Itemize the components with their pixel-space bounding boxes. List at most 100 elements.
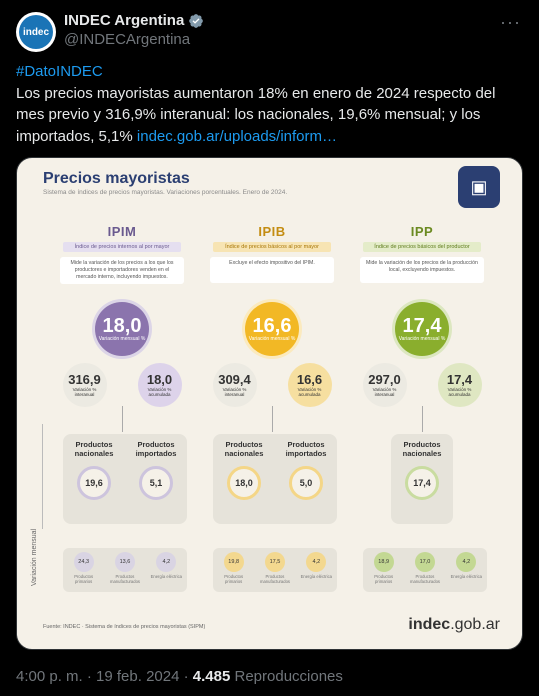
column-desc: Excluye el efecto impositivo del IPIM. [210,257,334,283]
product-label: Productos importados [285,440,327,458]
indec-logo: indec.gob.ar [408,616,500,634]
product-value: 19,6 [77,466,111,500]
column-desc-title: Índice de precios básicos al por mayor [213,242,331,252]
column-desc-title: Índice de precios básicos del productor [363,242,481,252]
breakdown-panel-ipp: 18,9 Productos primarios 17,0 Productos … [363,548,487,592]
yoy-value: 309,4 [218,371,251,387]
accum-circle: 16,6 Variación % acumulada [287,363,332,407]
side-divider [42,424,43,529]
product-importados: Productos importados 5,0 [275,434,337,500]
yoy-label: Variación % interanual [222,386,247,398]
breakdown-label: Productos primarios [74,574,94,584]
yoy-circle: 316,9 Variación % interanual [62,363,107,407]
product-label: Productos importados [135,440,177,458]
product-value: 18,0 [227,466,261,500]
product-value: 5,0 [289,466,323,500]
infographic-subtitle: Sistema de índices de precios mayoristas… [43,189,288,196]
accum-label: Variación % acumulada [147,386,172,398]
tweet-header: indec INDEC Argentina @INDECArgentina ··… [16,10,523,52]
column-desc-title: Índice de precios internos al por mayor [63,242,181,252]
column-desc: Mide la variación de los precios a los q… [60,257,184,284]
breakdown-item: 17,0 Productos manufacturados [408,552,442,584]
breakdown-item: 17,5 Productos manufacturados [258,552,292,584]
more-horizontal-icon[interactable]: ··· [500,12,521,32]
indec-report-icon: ▣ [458,166,500,208]
tweet-text: #DatoINDEC Los precios mayoristas aument… [16,61,521,147]
timestamp[interactable]: 4:00 p. m. · 19 feb. 2024 · [16,668,189,685]
breakdown-item: 13,6 Productos manufacturados [108,552,142,584]
monthly-circle: 17,4 Variación mensual % [392,299,452,359]
breakdown-panel-ipim: 24,3 Productos primarios 13,6 Productos … [63,548,187,592]
breakdown-label: Energía eléctrica [150,574,183,579]
breakdown-value: 13,6 [114,552,135,572]
display-name[interactable]: INDEC Argentina [64,12,185,29]
breakdown-value: 4,2 [456,552,477,572]
monthly-circle: 18,0 Variación mensual % [92,299,152,359]
tweet-url-link[interactable]: indec.gob.ar/uploads/inform… [136,127,338,145]
breakdown-item: 19,8 Productos primarios [217,552,251,584]
breakdown-item: 24,3 Productos primarios [67,552,101,584]
connector-line [122,406,123,432]
breakdown-label: Energía eléctrica [450,574,483,579]
breakdown-value: 19,8 [223,552,244,572]
verified-badge-icon[interactable] [188,13,204,29]
product-nacionales: Productos nacionales 19,6 [63,434,125,500]
handle[interactable]: @INDECArgentina [64,31,191,48]
accum-value: 17,4 [446,371,473,387]
breakdown-panel-ipib: 19,8 Productos primarios 17,5 Productos … [213,548,337,592]
avatar-logo: indec [19,15,53,49]
breakdown-label: Energía eléctrica [300,574,333,579]
products-panel-ipim: Productos nacionales 19,6 Productos impo… [63,434,187,524]
product-importados: Productos importados 5,1 [125,434,187,500]
column-title: IPP [410,224,434,239]
accum-circle: 18,0 Variación % acumulada [137,363,182,407]
yoy-value: 297,0 [368,371,401,387]
accum-label: Variación % acumulada [297,386,322,398]
views-count: 4.485 [192,668,231,685]
product-label: Productos nacionales [224,440,264,458]
breakdown-item: 4,2 Energía eléctrica [299,552,333,579]
yoy-label: Variación % interanual [72,386,97,398]
yoy-circle: 297,0 Variación % interanual [362,363,407,407]
monthly-label: Variación mensual % [248,336,296,342]
logo-suffix: .gob.ar [450,616,500,633]
tweet-body: Los precios mayoristas aumentaron 18% en… [16,84,496,145]
column-title: IPIM [107,224,137,239]
accum-value: 16,6 [296,371,323,387]
breakdown-label: Productos manufacturados [409,574,440,584]
column-ipp: IPP Índice de precios básicos del produc… [347,224,497,283]
tweet-meta: 4:00 p. m. · 19 feb. 2024 · 4.485 Reprod… [16,668,343,685]
products-panel-ipib: Productos nacionales 18,0 Productos impo… [213,434,337,524]
product-nacionales: Productos nacionales 18,0 [213,434,275,500]
products-panel-ipp: Productos nacionales 17,4 [391,434,453,524]
views-label: Reproducciones [234,668,343,685]
hashtag-link[interactable]: #DatoINDEC [16,63,103,80]
connector-line [272,406,273,432]
monthly-value: 18,0 [102,315,142,337]
breakdown-value: 17,5 [264,552,285,572]
connector-line [422,406,423,432]
breakdown-value: 18,9 [373,552,394,572]
breakdown-item: 4,2 Energía eléctrica [449,552,483,579]
source-note: Fuente: INDEC · Sistema de índices de pr… [43,624,206,630]
column-ipib: IPIB Índice de precios básicos al por ma… [197,224,347,283]
product-nacionales: Productos nacionales 17,4 [391,434,453,500]
yoy-value: 316,9 [68,371,101,387]
product-value: 5,1 [139,466,173,500]
small-circles: 297,0 Variación % interanual 17,4 Variac… [347,363,497,407]
breakdown-value: 17,0 [414,552,435,572]
breakdown-value: 24,3 [73,552,94,572]
breakdown-item: 4,2 Energía eléctrica [149,552,183,579]
side-label: Variación mensual [31,528,38,586]
avatar[interactable]: indec [16,12,56,52]
yoy-circle: 309,4 Variación % interanual [212,363,257,407]
monthly-label: Variación mensual % [398,336,446,342]
infographic-title: Precios mayoristas [43,170,190,187]
product-label: Productos nacionales [74,440,114,458]
breakdown-item: 18,9 Productos primarios [367,552,401,584]
name-row: INDEC Argentina [64,12,204,29]
breakdown-label: Productos manufacturados [109,574,140,584]
monthly-value: 16,6 [252,315,292,337]
infographic-image[interactable]: Precios mayoristas Sistema de índices de… [16,157,523,650]
breakdown-label: Productos manufacturados [259,574,290,584]
